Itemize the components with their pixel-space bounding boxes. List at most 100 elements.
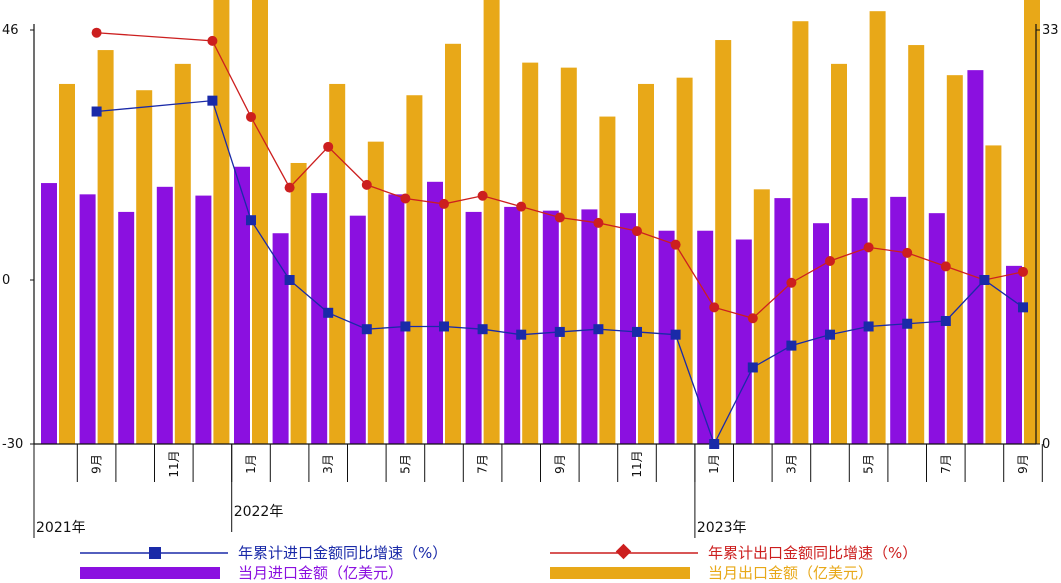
legend-label: 当月出口金额（亿美元） <box>708 564 873 582</box>
export-growth-point <box>400 193 411 204</box>
export-bar <box>445 43 461 445</box>
month-label: 1月 <box>707 454 721 474</box>
export-growth-point <box>593 217 604 228</box>
export-bar <box>367 141 384 444</box>
import-bar <box>813 223 829 444</box>
export-growth-point <box>91 27 102 38</box>
legend-label: 年累计出口金额同比增速（%） <box>708 544 917 562</box>
import-growth-point <box>786 340 797 351</box>
export-bar <box>59 83 75 444</box>
month-label: 11月 <box>167 450 181 477</box>
export-growth-point <box>554 212 565 223</box>
year-label: 2022年 <box>234 504 284 520</box>
import-bar <box>697 230 714 444</box>
month-label: 7月 <box>476 454 490 474</box>
legend-swatch-bar <box>80 567 220 579</box>
import-growth-point <box>825 329 835 340</box>
export-bar <box>676 77 693 444</box>
import-growth-point <box>863 321 874 332</box>
import-growth-point <box>516 329 527 340</box>
bars-layer <box>41 0 1040 445</box>
import-growth-point <box>323 307 334 318</box>
export-growth-point <box>902 247 913 258</box>
month-label: 1月 <box>244 454 258 474</box>
month-label: 11月 <box>630 450 644 477</box>
export-growth-point <box>323 141 334 152</box>
import-growth-point <box>902 318 913 329</box>
import-bar <box>851 198 868 444</box>
legend-item: 当月进口金额（亿美元） <box>80 564 403 582</box>
x-axis: 9月 11月 1月 3月 5月 7月 9月 11月 1月 3月 5月 7月 9月 2021年 2022年 20… <box>33 444 1043 538</box>
export-bar <box>174 63 191 444</box>
export-bar <box>560 67 577 445</box>
right-axis-tick-label: 0 <box>1042 437 1050 452</box>
import-growth-point <box>1018 302 1028 313</box>
export-bar <box>97 50 114 445</box>
import-growth-point <box>477 324 488 335</box>
export-growth-point <box>207 35 218 46</box>
import-growth-point <box>91 106 102 117</box>
import-bar <box>427 181 443 445</box>
import-growth-point <box>207 95 218 106</box>
import-bar <box>542 210 559 444</box>
import-bar <box>311 193 328 444</box>
import-bar <box>118 211 135 444</box>
import-bar <box>620 213 636 444</box>
export-growth-point <box>709 302 720 313</box>
import-growth-point <box>632 326 642 337</box>
export-bar <box>985 145 1002 444</box>
export-bar <box>753 189 770 444</box>
import-bar <box>774 198 791 444</box>
export-growth-point <box>1018 266 1028 277</box>
legend-item: 当月出口金额（亿美元） <box>550 564 873 582</box>
legend-swatch-marker <box>149 547 161 559</box>
left-axis-tick-label: -30 <box>2 437 23 452</box>
export-bar <box>638 83 654 444</box>
export-growth-point <box>670 239 681 250</box>
legend-item: 年累计出口金额同比增速（%） <box>550 543 917 562</box>
export-bar <box>792 21 809 445</box>
import-bar <box>735 239 752 444</box>
import-bar <box>658 230 675 444</box>
export-bar <box>908 45 925 445</box>
right-axis-tick-label: 33 <box>1042 23 1059 38</box>
import-bar <box>41 183 57 444</box>
export-growth-point <box>361 179 372 190</box>
legend: 年累计进口金额同比增速（%） 年累计出口金额同比增速（%） 当月进口金额（亿美元） 当… <box>80 543 917 582</box>
import-growth-point <box>246 215 256 226</box>
export-bar <box>406 95 423 445</box>
export-bar <box>869 11 886 444</box>
import-growth-point <box>554 326 565 337</box>
import-growth-point <box>284 275 295 285</box>
month-label: 9月 <box>90 454 104 474</box>
legend-swatch-marker <box>615 543 632 560</box>
export-bar <box>831 63 847 444</box>
year-label: 2023年 <box>697 520 747 536</box>
export-bar <box>522 62 539 444</box>
import-growth-point <box>593 324 604 335</box>
import-bar <box>156 186 173 444</box>
export-bar <box>715 40 732 444</box>
import-bar <box>272 233 289 444</box>
export-growth-point <box>516 201 527 212</box>
export-growth-point <box>477 190 488 201</box>
legend-label: 当月进口金额（亿美元） <box>238 564 403 582</box>
export-bar <box>483 0 500 444</box>
left-axis-tick-label: 0 <box>2 273 10 288</box>
export-bar <box>290 162 307 444</box>
export-growth-point <box>786 277 797 288</box>
export-bar <box>599 116 616 445</box>
export-growth-point <box>284 182 295 193</box>
left-axis-tick-label: 46 <box>2 23 19 38</box>
import-bar <box>581 209 598 444</box>
month-label: 5月 <box>862 454 876 474</box>
year-label: 2021年 <box>36 520 86 536</box>
export-growth-point <box>632 226 642 237</box>
import-bar <box>890 196 907 444</box>
export-bar <box>252 0 268 444</box>
month-label: 3月 <box>784 454 798 474</box>
export-bar <box>136 90 153 444</box>
import-growth-point <box>400 321 411 332</box>
import-growth-point <box>439 321 449 332</box>
